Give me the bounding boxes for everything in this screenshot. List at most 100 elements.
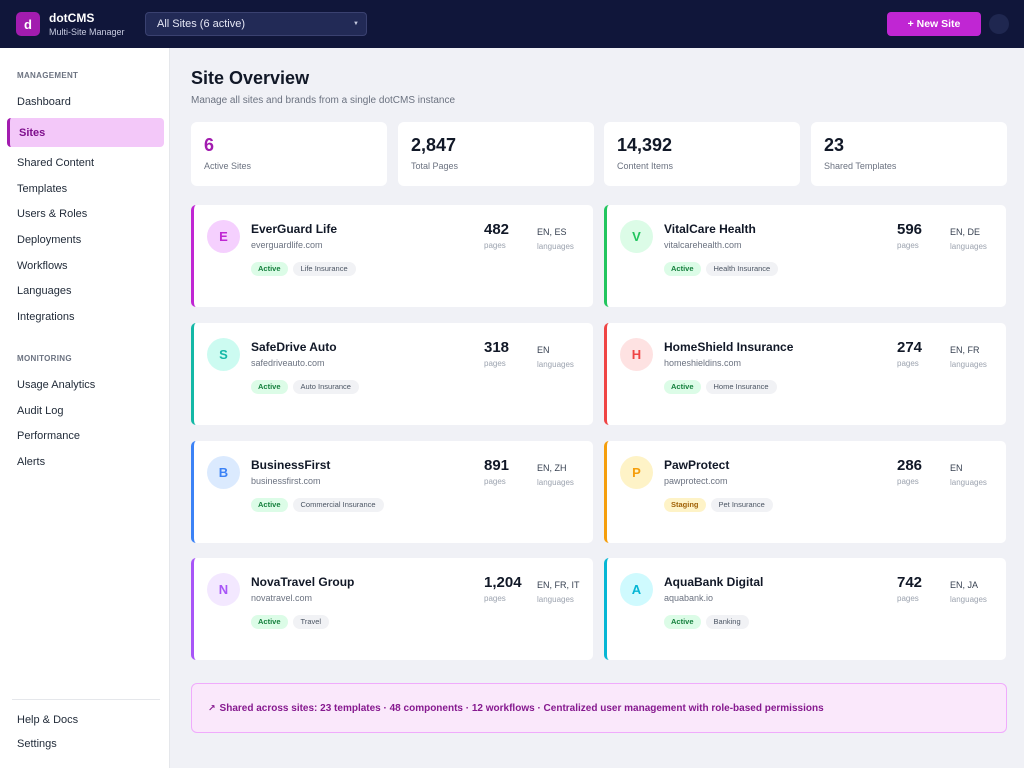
- site-pages-count: 1,204: [484, 574, 522, 591]
- site-domain: novatravel.com: [251, 593, 313, 603]
- site-tags: Active Home Insurance: [664, 380, 777, 394]
- app-name: dotCMS: [49, 10, 95, 25]
- user-avatar[interactable]: [989, 14, 1009, 34]
- site-languages-label: languages: [537, 360, 574, 369]
- stat-value: 2,847: [411, 135, 457, 155]
- site-languages-value: EN: [537, 345, 550, 355]
- site-pages: 286 pages: [897, 457, 922, 486]
- stat-label: Content Items: [617, 161, 674, 171]
- site-tags: Active Travel: [251, 615, 330, 629]
- site-selector-dropdown[interactable]: All Sites (6 active) ▼: [145, 12, 367, 36]
- site-avatar: A: [620, 573, 653, 606]
- site-avatar: E: [207, 220, 240, 253]
- category-badge: Auto Insurance: [292, 380, 359, 394]
- site-languages-value: EN, JA: [950, 580, 979, 590]
- site-card-everguard-life[interactable]: E EverGuard Life everguardlife.com Activ…: [191, 205, 593, 307]
- site-name[interactable]: AquaBank Digital: [664, 575, 764, 589]
- banner-text: Shared across sites: 23 templates · 48 c…: [219, 702, 824, 714]
- sidebar-item-dashboard[interactable]: Dashboard: [17, 96, 71, 108]
- site-pages: 318 pages: [484, 339, 509, 368]
- site-pages: 596 pages: [897, 221, 922, 250]
- dotcms-logo: d: [16, 12, 40, 36]
- site-domain: safedriveauto.com: [251, 358, 325, 368]
- site-languages: EN languages: [950, 462, 987, 487]
- arrow-up-right-icon: ↗: [208, 702, 216, 713]
- stat-label: Total Pages: [411, 161, 459, 171]
- site-domain: homeshieldins.com: [664, 358, 742, 368]
- sidebar-item-usage-analytics[interactable]: Usage Analytics: [17, 379, 96, 391]
- site-pages-count: 274: [897, 339, 923, 356]
- sidebar-item-users-roles[interactable]: Users & Roles: [17, 208, 88, 220]
- stat-value: 6: [204, 135, 215, 155]
- app-subtitle: Multi-Site Manager: [49, 26, 125, 37]
- site-name[interactable]: VitalCare Health: [664, 222, 756, 236]
- site-card-vitalcare-health[interactable]: V VitalCare Health vitalcarehealth.com A…: [604, 205, 1006, 307]
- site-languages: EN, FR languages: [950, 344, 987, 369]
- new-site-button[interactable]: + New Site: [887, 12, 981, 36]
- site-domain: vitalcarehealth.com: [664, 240, 742, 250]
- category-badge: Travel: [292, 615, 330, 629]
- category-badge: Banking: [705, 615, 749, 629]
- site-name[interactable]: BusinessFirst: [251, 458, 331, 472]
- site-name[interactable]: HomeShield Insurance: [664, 340, 794, 354]
- site-pages-label: pages: [897, 241, 919, 250]
- sidebar-item-settings[interactable]: Settings: [17, 738, 57, 750]
- site-tags: Active Banking: [664, 615, 749, 629]
- sidebar-item-templates[interactable]: Templates: [17, 183, 68, 195]
- site-card-novatravel-group[interactable]: N NovaTravel Group novatravel.com Active…: [191, 558, 593, 660]
- site-name[interactable]: SafeDrive Auto: [251, 340, 337, 354]
- stat-label: Active Sites: [204, 161, 252, 171]
- site-card-pawprotect[interactable]: P PawProtect pawprotect.com Staging Pet …: [604, 441, 1006, 543]
- site-pages-label: pages: [484, 241, 506, 250]
- status-badge: Active: [664, 262, 701, 276]
- site-pages-label: pages: [897, 477, 919, 486]
- category-badge: Life Insurance: [292, 262, 356, 276]
- site-pages-count: 742: [897, 574, 923, 591]
- sidebar-section-management: MANAGEMENT: [17, 71, 79, 80]
- site-pages: 742 pages: [897, 574, 922, 603]
- site-tags: Staging Pet Insurance: [664, 498, 773, 512]
- site-languages-label: languages: [950, 360, 987, 369]
- site-card-safedrive-auto[interactable]: S SafeDrive Auto safedriveauto.com Activ…: [191, 323, 593, 425]
- site-card-aquabank-digital[interactable]: A AquaBank Digital aquabank.io Active Ba…: [604, 558, 1006, 660]
- sidebar-item-languages[interactable]: Languages: [17, 285, 72, 297]
- status-badge: Active: [251, 498, 288, 512]
- status-badge: Active: [251, 262, 288, 276]
- sidebar-item-workflows[interactable]: Workflows: [17, 260, 68, 272]
- stat-card-shared-templates: 23 Shared Templates: [811, 122, 1007, 186]
- category-badge: Health Insurance: [705, 262, 779, 276]
- sidebar-item-sites[interactable]: Sites: [7, 118, 164, 147]
- category-badge: Commercial Insurance: [292, 498, 384, 512]
- sidebar-item-performance[interactable]: Performance: [17, 430, 80, 442]
- site-card-homeshield-insurance[interactable]: H HomeShield Insurance homeshieldins.com…: [604, 323, 1006, 425]
- site-pages-count: 891: [484, 457, 510, 474]
- site-languages: EN languages: [537, 344, 574, 369]
- page-title: Site Overview: [191, 68, 310, 88]
- sidebar-item-shared-content[interactable]: Shared Content: [17, 157, 95, 169]
- stat-value: 14,392: [617, 135, 673, 155]
- sidebar-item-help-docs[interactable]: Help & Docs: [17, 714, 79, 726]
- site-avatar: V: [620, 220, 653, 253]
- sidebar-item-alerts[interactable]: Alerts: [17, 456, 46, 468]
- site-name[interactable]: PawProtect: [664, 458, 730, 472]
- site-domain: everguardlife.com: [251, 240, 323, 250]
- stat-card-total-pages: 2,847 Total Pages: [398, 122, 594, 186]
- site-tags: Active Life Insurance: [251, 262, 356, 276]
- site-pages-label: pages: [897, 359, 919, 368]
- stat-card-active-sites: 6 Active Sites: [191, 122, 387, 186]
- sidebar-item-integrations[interactable]: Integrations: [17, 311, 75, 323]
- site-card-businessfirst[interactable]: B BusinessFirst businessfirst.com Active…: [191, 441, 593, 543]
- sidebar-item-audit-log[interactable]: Audit Log: [17, 405, 64, 417]
- site-pages-label: pages: [897, 594, 919, 603]
- site-languages-label: languages: [537, 242, 574, 251]
- site-avatar: P: [620, 456, 653, 489]
- site-languages: EN, ES languages: [537, 226, 574, 251]
- site-name[interactable]: NovaTravel Group: [251, 575, 355, 589]
- site-pages-count: 482: [484, 221, 510, 238]
- site-languages-label: languages: [537, 595, 574, 604]
- sidebar-section-monitoring: MONITORING: [17, 354, 72, 363]
- site-languages-value: EN, FR: [950, 345, 980, 355]
- sidebar-item-deployments[interactable]: Deployments: [17, 234, 82, 246]
- site-name[interactable]: EverGuard Life: [251, 222, 338, 236]
- chevron-down-icon: ▼: [353, 21, 359, 27]
